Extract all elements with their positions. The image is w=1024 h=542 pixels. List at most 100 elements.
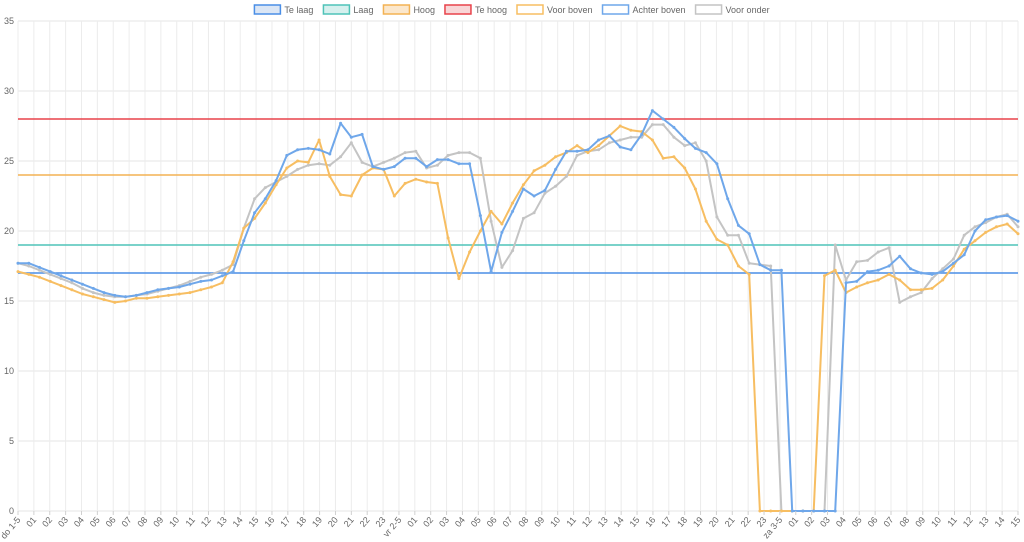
data-point bbox=[736, 223, 740, 227]
data-point bbox=[618, 145, 622, 149]
data-point bbox=[930, 286, 934, 290]
series-achter-boven bbox=[16, 109, 1020, 513]
x-tick-label: 11 bbox=[564, 515, 578, 529]
legend[interactable]: Te laag Laag Hoog Te hoog Voor boven Achter b… bbox=[253, 4, 770, 15]
y-tick-label: 5 bbox=[9, 436, 14, 446]
data-point bbox=[661, 117, 665, 121]
data-point bbox=[220, 274, 224, 278]
data-point bbox=[661, 123, 665, 127]
data-point bbox=[317, 138, 321, 142]
series-lines bbox=[16, 109, 1020, 513]
data-point bbox=[403, 181, 407, 185]
data-point bbox=[371, 165, 375, 169]
x-tick-label: 13 bbox=[977, 515, 991, 529]
legend-item-achter-boven[interactable]: Achter boven bbox=[601, 4, 686, 15]
x-tick-label: 04 bbox=[834, 515, 848, 529]
data-point bbox=[973, 239, 977, 243]
legend-item-voor-onder[interactable]: Voor onder bbox=[694, 4, 770, 15]
data-point bbox=[909, 295, 912, 299]
data-point bbox=[425, 180, 429, 184]
legend-item-te-hoog[interactable]: Te hoog bbox=[444, 4, 507, 15]
data-point bbox=[145, 291, 149, 295]
data-point bbox=[81, 292, 84, 296]
data-point bbox=[952, 257, 955, 261]
data-point bbox=[403, 151, 407, 155]
data-point bbox=[59, 284, 63, 288]
data-point bbox=[285, 166, 289, 170]
data-point bbox=[392, 165, 396, 169]
x-tick-label: 13 bbox=[596, 515, 610, 529]
data-point bbox=[339, 121, 343, 125]
legend-item-hoog[interactable]: Hoog bbox=[382, 4, 435, 15]
x-tick-label: 03 bbox=[437, 515, 451, 529]
data-point bbox=[575, 144, 579, 148]
legend-label: Te laag bbox=[284, 5, 313, 15]
data-point bbox=[575, 149, 579, 153]
y-tick-label: 20 bbox=[4, 226, 14, 236]
x-tick-label: 06 bbox=[485, 515, 499, 529]
x-tick-label: 14 bbox=[993, 515, 1007, 529]
data-point bbox=[360, 173, 364, 177]
data-point bbox=[801, 509, 805, 513]
legend-swatch bbox=[444, 4, 472, 15]
data-point bbox=[70, 288, 74, 292]
data-point bbox=[59, 274, 63, 278]
x-tick-label: 01 bbox=[786, 515, 800, 529]
x-tick-label: 14 bbox=[612, 515, 626, 529]
x-tick-label: 22 bbox=[358, 515, 372, 529]
data-point bbox=[683, 144, 687, 148]
data-point bbox=[618, 124, 622, 128]
data-point bbox=[876, 268, 880, 272]
data-point bbox=[693, 146, 697, 150]
data-point bbox=[38, 275, 41, 279]
data-point bbox=[984, 230, 988, 234]
data-point bbox=[726, 197, 730, 201]
data-point bbox=[1005, 222, 1009, 226]
x-tick-label: 08 bbox=[897, 515, 911, 529]
legend-item-voor-boven[interactable]: Voor boven bbox=[516, 4, 593, 15]
data-point bbox=[435, 163, 439, 167]
data-point bbox=[188, 279, 192, 283]
data-point bbox=[220, 281, 224, 285]
legend-swatch bbox=[694, 4, 723, 15]
data-point bbox=[736, 264, 740, 268]
data-point bbox=[909, 288, 912, 292]
x-tick-label: 18 bbox=[675, 515, 689, 529]
legend-label: Voor boven bbox=[547, 5, 593, 15]
x-tick-label: 02 bbox=[40, 515, 54, 529]
data-point bbox=[769, 509, 773, 513]
data-point bbox=[887, 264, 891, 268]
data-point bbox=[532, 169, 536, 173]
data-point bbox=[124, 295, 127, 299]
data-point bbox=[629, 128, 633, 132]
data-point bbox=[48, 279, 52, 283]
data-point bbox=[210, 272, 213, 276]
data-point bbox=[296, 167, 300, 171]
legend-item-te-laag[interactable]: Te laag bbox=[253, 4, 313, 15]
data-point bbox=[866, 258, 869, 262]
data-point bbox=[844, 281, 848, 285]
data-point bbox=[478, 229, 482, 233]
x-tick-label: 23 bbox=[754, 515, 768, 529]
data-point bbox=[984, 218, 988, 222]
threshold-lines bbox=[18, 118, 1018, 274]
legend-item-laag[interactable]: Laag bbox=[322, 4, 373, 15]
data-point bbox=[134, 293, 138, 297]
x-axis: do 1-5 01 02 03 04 05 06 07 08 09 10 11 12 13 14 15 16 17… bbox=[0, 511, 1023, 541]
data-point bbox=[457, 151, 461, 155]
data-point bbox=[102, 291, 106, 295]
data-point bbox=[360, 160, 364, 164]
data-point bbox=[91, 286, 95, 290]
x-tick-label: 09 bbox=[151, 515, 165, 529]
data-point bbox=[769, 264, 773, 268]
data-point bbox=[317, 148, 321, 152]
x-tick-label: 05 bbox=[850, 515, 864, 529]
data-point bbox=[726, 243, 730, 247]
x-tick-label: 07 bbox=[500, 515, 514, 529]
data-point bbox=[855, 260, 859, 264]
x-tick-label: 12 bbox=[961, 515, 975, 529]
x-tick-label: 08 bbox=[516, 515, 530, 529]
data-point bbox=[1016, 225, 1020, 229]
data-point bbox=[457, 162, 461, 166]
data-point bbox=[919, 271, 923, 275]
